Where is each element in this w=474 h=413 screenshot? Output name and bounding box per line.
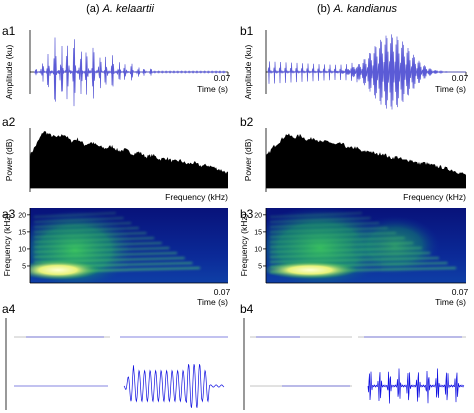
harmonic-band: [269, 252, 431, 258]
waveform-line-a1: [33, 37, 227, 107]
power-spectrum-area-b2: [266, 133, 466, 188]
harmonic-band: [269, 232, 397, 238]
x-axis-label-a2: Frequency (kHz): [165, 192, 228, 202]
x-axis-label-a1: Time (s): [197, 84, 228, 94]
harmonic-band: [269, 237, 405, 243]
example-trace-b4-4: [367, 368, 465, 404]
spectrogram-panel-a3: Frequency (kHz) 5 10 15 20 0.07 Time (s): [2, 208, 231, 307]
x-axis-label-b2: Frequency (kHz): [403, 192, 466, 202]
column-title-b: (b) A. kandianus: [317, 3, 398, 15]
waveform-trace-a1: [33, 37, 227, 107]
panel-label-b3: b3: [240, 207, 254, 221]
x-tick-label-a3: 0.07: [214, 287, 231, 297]
y-axis-label-b2: Power (dB): [243, 139, 253, 182]
waveform-trace-b1: [267, 34, 466, 110]
y-tick-label: 5: [258, 263, 262, 270]
harmonic-band: [33, 227, 139, 233]
x-axis-label-b1: Time (s): [435, 84, 466, 94]
harmonic-band: [269, 212, 362, 218]
panel-label-b1: b1: [240, 24, 254, 38]
spectrogram-energy-b3-late: [350, 216, 440, 276]
spectrogram-hotspot-a3: [30, 260, 100, 280]
harmonic-band: [33, 237, 155, 243]
y-axis-label-b1: Amplitude (ku): [243, 44, 253, 99]
y-tick-label: 20: [18, 212, 26, 219]
panel-label-a2: a2: [2, 115, 16, 129]
spectrum-panel-b2: Power (dB) Frequency (kHz): [243, 128, 466, 202]
y-tick-label: 10: [18, 246, 26, 253]
panel-label-b2: b2: [240, 115, 254, 129]
waveform-examples-b4: [243, 318, 466, 410]
y-ticks-b3: 5 10 15 20: [254, 212, 266, 270]
harmonic-band: [33, 217, 124, 223]
spectrogram-hotspot-b3: [266, 261, 358, 279]
example-trace-a4-4: [123, 364, 225, 408]
spectrum-panel-a2: Power (dB) Frequency (kHz): [4, 128, 228, 202]
y-tick-label: 5: [22, 263, 26, 270]
y-tick-label: 10: [254, 246, 262, 253]
x-tick-label-a1: 0.07: [214, 73, 231, 83]
harmonic-band: [33, 242, 162, 248]
x-axis-label-a3: Time (s): [197, 297, 228, 307]
panel-label-a3: a3: [2, 207, 16, 221]
y-ticks-a3: 5 10 15 20: [18, 212, 30, 270]
harmonic-band: [269, 227, 388, 233]
harmonic-band: [33, 222, 132, 228]
harmonic-band: [269, 222, 380, 228]
harmonic-band: [269, 247, 422, 253]
y-tick-label: 15: [18, 229, 26, 236]
waveform-examples-traces-a4: [14, 336, 228, 408]
x-tick-label-b1: 0.07: [452, 73, 469, 83]
waveform-line-b1: [267, 34, 466, 110]
harmonic-band: [33, 212, 116, 218]
y-axis-label-a3: Frequency (kHz): [2, 213, 12, 276]
y-tick-label: 15: [254, 229, 262, 236]
harmonic-band: [269, 217, 371, 223]
y-tick-label: 20: [254, 212, 262, 219]
panel-label-b4: b4: [240, 302, 254, 316]
waveform-panel-a1: Amplitude (ku) 0.07 Time (s): [4, 30, 231, 107]
harmonic-band: [33, 232, 147, 238]
x-axis-label-b3: Time (s): [435, 297, 466, 307]
waveform-panel-b1: Amplitude (ku) 0.07 Time (s): [243, 30, 469, 110]
spectrogram-panel-b3: Frequency (kHz) 5 10 15 20 0.07 Time (s): [239, 208, 469, 307]
panel-label-a1: a1: [2, 24, 16, 38]
waveform-examples-a4: [5, 318, 228, 410]
x-tick-label-b3: 0.07: [452, 287, 469, 297]
harmonic-band: [33, 247, 170, 253]
y-axis-label-a1: Amplitude (ku): [4, 44, 14, 99]
y-axis-label-b3: Frequency (kHz): [239, 213, 249, 276]
y-axis-label-a2: Power (dB): [4, 139, 14, 182]
column-title-a: (a) A. kelaartii: [86, 3, 154, 15]
waveform-examples-traces-b4: [250, 336, 466, 404]
harmonic-band: [33, 252, 178, 258]
panel-label-a4: a4: [2, 302, 16, 316]
harmonic-band: [269, 242, 414, 248]
power-spectrum-area-a2: [30, 130, 228, 188]
